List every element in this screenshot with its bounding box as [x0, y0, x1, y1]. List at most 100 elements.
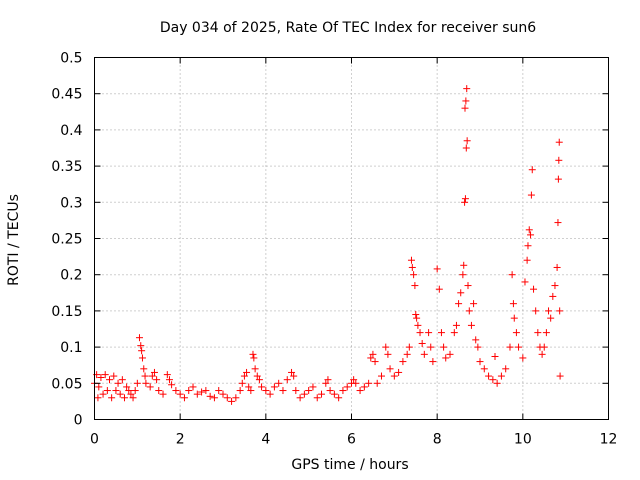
data-point: [395, 368, 403, 376]
data-point: [270, 383, 278, 391]
data-point: [247, 387, 255, 395]
data-point: [390, 372, 398, 380]
data-point: [405, 343, 413, 351]
data-point: [223, 394, 231, 402]
data-point: [159, 390, 167, 398]
data-point: [413, 314, 421, 322]
data-point: [141, 372, 149, 380]
data-point: [553, 263, 561, 271]
data-point: [110, 372, 118, 380]
y-tick-label: 0.1: [60, 340, 82, 356]
data-point: [521, 278, 529, 286]
y-tick-label: 0.05: [51, 376, 82, 392]
data-point: [450, 329, 458, 337]
data-point: [457, 289, 465, 297]
y-tick-label: 0.45: [51, 87, 82, 103]
data-point: [305, 387, 313, 395]
data-point: [146, 383, 154, 391]
data-point: [524, 242, 532, 250]
data-point: [95, 383, 103, 391]
data-point: [112, 387, 120, 395]
data-point: [554, 175, 562, 183]
data-point: [215, 387, 223, 395]
data-point: [530, 285, 538, 293]
data-point: [459, 271, 467, 279]
data-point: [556, 307, 564, 315]
data-point: [515, 343, 523, 351]
data-point: [467, 321, 475, 329]
x-tick-label: 4: [261, 432, 270, 448]
y-tick-label: 0.3: [60, 195, 82, 211]
data-point: [103, 387, 111, 395]
x-tick-label: 2: [176, 432, 185, 448]
data-point: [461, 104, 469, 112]
data-point: [253, 372, 261, 380]
data-points: [91, 85, 564, 405]
y-tick-label: 0.2: [60, 268, 82, 284]
data-point: [440, 343, 448, 351]
data-point: [373, 379, 381, 387]
data-point: [138, 347, 146, 355]
data-point: [129, 394, 137, 402]
data-point: [460, 261, 468, 269]
data-point: [292, 387, 300, 395]
data-point: [118, 376, 126, 384]
data-point: [133, 379, 141, 387]
x-axis-label: GPS time / hours: [291, 457, 408, 473]
data-point: [137, 342, 145, 350]
data-point: [519, 354, 527, 362]
data-point: [296, 394, 304, 402]
data-point: [356, 387, 364, 395]
data-point: [491, 353, 499, 361]
data-point: [189, 383, 197, 391]
data-point: [551, 282, 559, 290]
data-point: [427, 343, 435, 351]
data-point: [476, 358, 484, 366]
data-point: [243, 368, 251, 376]
data-point: [123, 383, 131, 391]
grid: [94, 57, 609, 420]
data-point: [532, 307, 540, 315]
y-tick-label: 0.25: [51, 232, 82, 248]
data-point: [350, 376, 358, 384]
data-point: [472, 336, 480, 344]
data-point: [556, 372, 564, 380]
data-point: [547, 314, 555, 322]
data-point: [435, 285, 443, 293]
data-point: [538, 350, 546, 358]
data-point: [176, 390, 184, 398]
data-point: [266, 390, 274, 398]
data-point: [330, 390, 338, 398]
data-point: [140, 365, 148, 373]
data-point: [94, 394, 102, 402]
data-point: [290, 372, 298, 380]
data-point: [198, 388, 206, 396]
data-point: [108, 394, 116, 402]
data-point: [258, 383, 266, 391]
data-point: [540, 343, 548, 351]
data-point: [114, 379, 122, 387]
data-point: [172, 387, 180, 395]
data-point: [510, 314, 518, 322]
data-point: [407, 256, 415, 264]
data-point: [418, 339, 426, 347]
data-point: [150, 368, 158, 376]
data-point: [250, 354, 258, 362]
data-point: [142, 379, 150, 387]
data-point: [545, 307, 553, 315]
data-point: [461, 198, 469, 206]
data-point: [399, 358, 407, 366]
data-point: [318, 390, 326, 398]
data-point: [360, 383, 368, 391]
data-point: [485, 372, 493, 380]
data-point: [125, 387, 133, 395]
data-point: [555, 138, 563, 146]
data-point: [462, 97, 470, 105]
x-tick-label: 0: [90, 432, 99, 448]
y-tick-label: 0.35: [51, 159, 82, 175]
data-point: [442, 354, 450, 362]
data-point: [462, 144, 470, 152]
data-point: [463, 85, 471, 93]
data-point: [185, 387, 193, 395]
